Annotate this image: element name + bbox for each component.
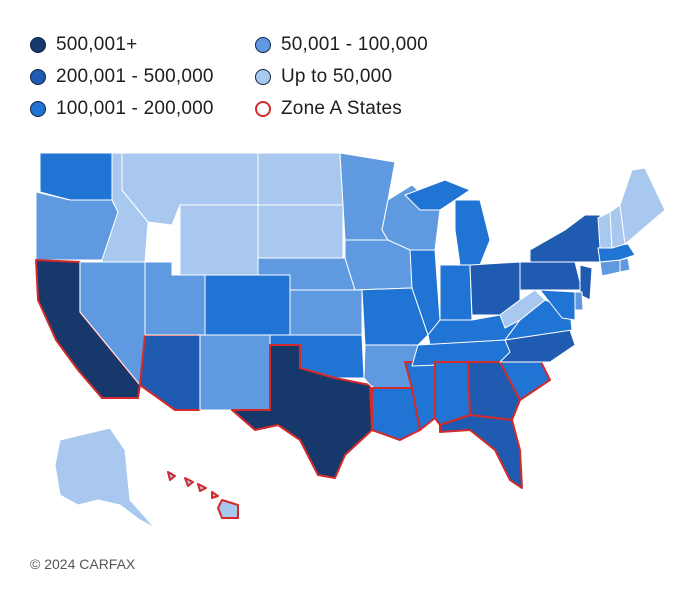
state-al <box>434 361 471 426</box>
state-ny <box>529 214 606 263</box>
legend-swatch <box>30 101 46 117</box>
legend-label: Up to 50,000 <box>281 66 393 87</box>
legend-label: 100,001 - 200,000 <box>56 98 214 119</box>
state-wy <box>179 204 259 276</box>
legend-swatch <box>255 101 271 117</box>
legend-label: 50,001 - 100,000 <box>281 34 428 55</box>
legend-item-zone-a-states: Zone A States <box>255 94 402 124</box>
legend-item-50001-100000: 50,001 - 100,000 <box>255 30 428 60</box>
state-me <box>619 167 666 245</box>
state-pa <box>519 261 583 291</box>
state-hi <box>167 471 239 519</box>
state-ak <box>54 427 156 529</box>
legend-label: 500,001+ <box>56 34 138 55</box>
state-ct <box>599 259 621 277</box>
state-ia <box>344 239 413 291</box>
state-nd <box>257 152 344 206</box>
map-legend: 500,001+ 200,001 - 500,000 100,001 - 200… <box>30 30 490 126</box>
legend-label: 200,001 - 500,000 <box>56 66 214 87</box>
state-de <box>574 291 584 311</box>
copyright-text: © 2024 CARFAX <box>30 556 136 572</box>
legend-swatch <box>255 69 271 85</box>
state-sd <box>257 204 344 259</box>
state-az <box>139 334 201 411</box>
state-in <box>439 264 473 321</box>
legend-swatch <box>255 37 271 53</box>
state-ri <box>619 257 631 273</box>
state-wa <box>39 152 113 201</box>
state-la <box>371 387 421 441</box>
legend-swatch <box>30 37 46 53</box>
legend-swatch <box>30 69 46 85</box>
legend-item-up-to-50000: Up to 50,000 <box>255 62 392 92</box>
state-shapes <box>35 152 666 529</box>
legend-label: Zone A States <box>281 98 402 119</box>
state-co <box>204 274 291 336</box>
state-nm <box>199 334 271 411</box>
legend-item-200001-500000: 200,001 - 500,000 <box>30 62 214 92</box>
state-wv <box>499 289 546 329</box>
state-md <box>539 289 576 321</box>
legend-item-100001-200000: 100,001 - 200,000 <box>30 94 214 124</box>
us-map <box>35 152 666 529</box>
legend-item-500001-plus: 500,001+ <box>30 30 137 60</box>
state-nj <box>579 264 593 301</box>
state-fl <box>439 414 523 489</box>
state-ks <box>289 289 363 336</box>
